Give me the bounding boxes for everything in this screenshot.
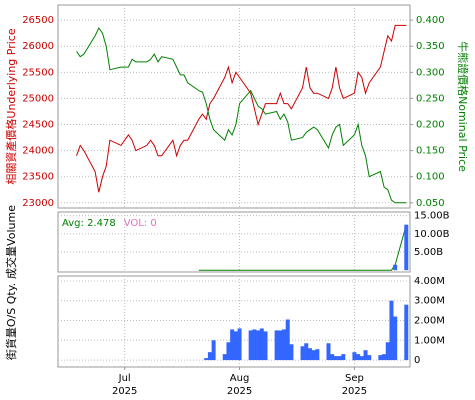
bar (352, 352, 357, 361)
plot-area (57, 4, 411, 209)
bar (278, 330, 283, 361)
bar (259, 328, 264, 361)
y2-tick-label: 0.350 (416, 41, 445, 52)
x-tick-year: 2025 (342, 386, 367, 397)
bar (393, 264, 398, 271)
y-tick-label: 25500 (22, 67, 54, 78)
bar (389, 300, 394, 361)
bar (207, 352, 212, 361)
y2-tick-label: 0.050 (416, 198, 445, 209)
y-axis-label: 成交量Volume (4, 205, 18, 279)
y2-tick-label: 0.200 (416, 120, 445, 131)
bar (226, 342, 231, 361)
bar (222, 354, 227, 361)
y-tick-label: 23500 (22, 172, 54, 183)
y-tick-label: 23000 (22, 198, 54, 209)
bar (404, 224, 409, 271)
annotation: VOL: 0 (124, 218, 157, 229)
bar (367, 355, 372, 361)
bar (274, 330, 279, 361)
bar (285, 319, 290, 361)
bar (304, 343, 309, 361)
y-tick-label: 3.00M (414, 296, 445, 307)
y-tick-label: 1.00M (414, 335, 445, 346)
annotation: Avg: 2.478 (62, 218, 116, 229)
x-tick-year: 2025 (227, 386, 252, 397)
y2-tick-label: 0.300 (416, 67, 445, 78)
bar (300, 346, 305, 361)
bar (359, 356, 364, 361)
bar (363, 350, 368, 361)
bar (204, 358, 209, 361)
bar (289, 344, 294, 361)
bar (330, 354, 335, 361)
bar (378, 355, 383, 361)
bar (356, 354, 361, 361)
bar (211, 340, 216, 361)
y-tick-label: 26500 (22, 15, 54, 26)
y-tick-label: 26000 (22, 41, 54, 52)
bar (337, 356, 342, 361)
plot-area (57, 211, 411, 273)
y2-tick-label: 0.400 (416, 15, 445, 26)
y-tick-label: 10.00B (414, 229, 450, 240)
data-line (76, 27, 407, 204)
bar (282, 329, 287, 361)
x-tick-label: Jul (118, 373, 131, 384)
bar (333, 356, 338, 361)
bar (248, 330, 253, 361)
bar (393, 316, 398, 361)
bar (233, 331, 238, 361)
data-line (76, 24, 407, 193)
y-tick-label: 24500 (22, 120, 54, 131)
bar (263, 331, 268, 361)
data-line (198, 224, 407, 271)
bar (382, 354, 387, 361)
bar (307, 348, 312, 361)
y-tick-label: 0 (414, 355, 420, 366)
bar (252, 329, 257, 361)
y-tick-label: 25000 (22, 93, 54, 104)
y-tick-label: 2.00M (414, 316, 445, 327)
bar (326, 343, 331, 361)
y-axis-label: 街貨量O/S Qty. (4, 283, 18, 360)
x-tick-label: Aug (230, 373, 250, 384)
y2-tick-label: 0.100 (416, 172, 445, 183)
bar (404, 304, 409, 361)
bar (385, 342, 390, 361)
y2-tick-label: 0.150 (416, 146, 445, 157)
x-tick-year: 2025 (112, 386, 137, 397)
y2-tick-label: 0.250 (416, 93, 445, 104)
y-axis-label: 相關資產價格Underlying Price (4, 28, 18, 184)
bar (341, 354, 346, 361)
bar (311, 350, 316, 361)
x-tick-label: Sep (345, 373, 364, 384)
y-tick-label: 15.00B (414, 211, 450, 222)
y-tick-label: 4.00M (414, 276, 445, 287)
bar (230, 329, 235, 361)
y2-axis-label: 牛熊證價格Nominal Price (456, 41, 470, 172)
bar (256, 330, 261, 361)
bar (237, 328, 242, 361)
y-tick-label: 24000 (22, 146, 54, 157)
y-tick-label: 5.00B (414, 247, 443, 258)
bar (315, 349, 320, 361)
